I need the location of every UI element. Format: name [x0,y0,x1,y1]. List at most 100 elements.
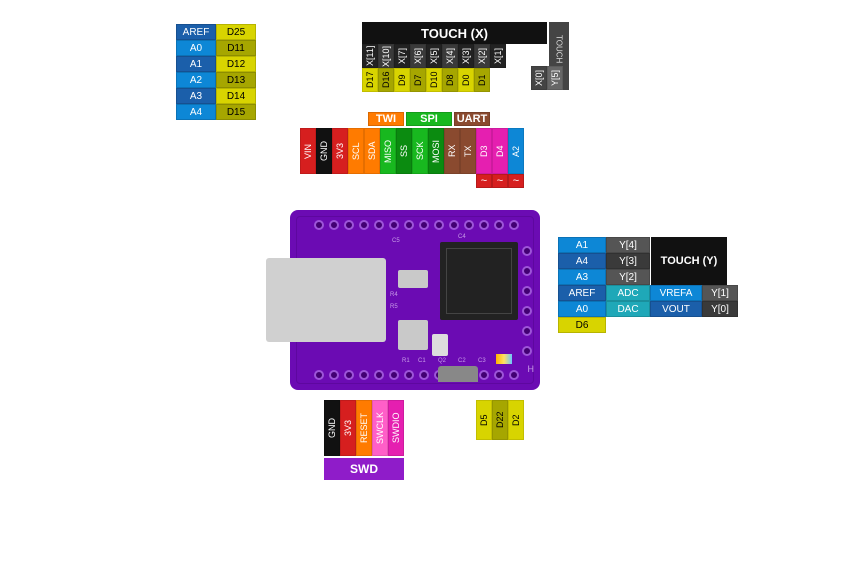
tx-bot-1: D16 [378,68,394,92]
r-a0: A0 [558,301,606,317]
r-y-0: Y[4] [606,237,650,253]
r-y0: Y[0] [702,301,738,317]
tl-r-4: D14 [216,88,256,104]
mcu-chip [440,242,518,320]
ts-3: SCL [348,128,364,174]
touchy-title: TOUCH (Y) [651,237,727,285]
tx-top-5: X[4] [442,44,458,68]
tx-top-7: X[2] [474,44,490,68]
br-1: D22 [492,400,508,440]
lbl-c2: C2 [458,358,466,364]
ts-9: RX [444,128,460,174]
r-adc: ADC [606,285,650,301]
micro-usb [438,366,478,382]
tx-top-3: X[6] [410,44,426,68]
top-strip: VINGND3V3SCLSDAMISOSSSCKMOSIRXTXD3~D4~A2… [300,128,524,188]
ts-5: MISO [380,128,396,174]
ts-0: VIN [300,128,316,174]
ts-6: SS [396,128,412,174]
ts-7: SCK [412,128,428,174]
swd-1: 3V3 [340,400,356,456]
r-d6: D6 [558,317,606,333]
lbl-h: H [528,364,535,374]
hdr-0: TWI [368,112,404,126]
ts-12: D4 [492,128,508,174]
bottom-right-pins: D5D22D2 [476,400,524,440]
hdr-1: SPI [406,112,452,126]
swd-label: SWD [324,458,404,480]
rgb-led [496,354,512,364]
tx-top-0: X[11] [362,44,378,68]
ts-2: 3V3 [332,128,348,174]
r-y-1: Y[3] [606,253,650,269]
tx-bot-6: D0 [458,68,474,92]
tl-l-0: AREF [176,24,216,40]
lbl-c3: C3 [478,358,486,364]
tx-bot-2: D9 [394,68,410,92]
tx-top-6: X[3] [458,44,474,68]
tx-ext-1: Y[5] [547,66,563,90]
lbl-c5: C5 [392,238,400,244]
lbl-c4: C4 [458,234,466,240]
tx-bot-7: D1 [474,68,490,92]
r-dac: DAC [606,301,650,317]
tx-top-2: X[7] [394,44,410,68]
tx-bot-3: D7 [410,68,426,92]
swd-0: GND [324,400,340,456]
r-a-2: A3 [558,269,606,285]
small-ic-1 [398,320,428,350]
tl-l-4: A3 [176,88,216,104]
r-a-1: A4 [558,253,606,269]
tl-r-5: D15 [216,104,256,120]
lbl-c1: C1 [418,358,426,364]
touchx-row2: D17D16D9D7D10D8D0D1 [362,68,490,92]
r-vrefa: VREFA [650,285,702,301]
r-aref: AREF [558,285,606,301]
tx-top-1: X[10] [378,44,394,68]
tx-top-8: X[1] [490,44,506,68]
tl-l-1: A0 [176,40,216,56]
small-ic-2 [398,270,428,288]
swd-2: RESET [356,400,372,456]
ts-11: D3 [476,128,492,174]
lbl-r1: R1 [402,358,410,364]
br-2: D2 [508,400,524,440]
tl-l-3: A2 [176,72,216,88]
tl-r-1: D11 [216,40,256,56]
ts-10: TX [460,128,476,174]
tl-l-5: A4 [176,104,216,120]
r-vout: VOUT [650,301,702,317]
r-y-2: Y[2] [606,269,650,285]
ts-13: A2 [508,128,524,174]
r-y1: Y[1] [702,285,738,301]
ts-4: SDA [364,128,380,174]
small-ic-3 [432,334,448,356]
tl-l-2: A1 [176,56,216,72]
lbl-q2: Q2 [438,358,446,364]
swd-3: SWCLK [372,400,388,456]
tx-bot-4: D10 [426,68,442,92]
br-0: D5 [476,400,492,440]
usb-connector [266,258,386,342]
hdr-labels: TWISPIUART [368,112,490,126]
touchx-row1: X[11]X[10]X[7]X[6]X[5]X[4]X[3]X[2]X[1] [362,44,506,68]
touchx-row-ext: X[0]Y[5] [531,66,563,90]
ts-tilde-13: ~ [508,174,524,188]
swd-4: SWDIO [388,400,404,456]
tx-top-4: X[5] [426,44,442,68]
touchx-title: TOUCH (X) [362,22,547,44]
tl-r-2: D12 [216,56,256,72]
topleft-table: AREFD25A0D11A1D12A2D13A3D14A4D15 [176,24,256,120]
swd-pins: GND3V3RESETSWCLKSWDIO [324,400,404,456]
tx-ext-0: X[0] [531,66,547,90]
ts-8: MOSI [428,128,444,174]
tl-r-0: D25 [216,24,256,40]
tx-bot-5: D8 [442,68,458,92]
hdr-2: UART [454,112,490,126]
tl-r-3: D13 [216,72,256,88]
r-a-0: A1 [558,237,606,253]
ts-1: GND [316,128,332,174]
tx-bot-0: D17 [362,68,378,92]
ts-tilde-12: ~ [492,174,508,188]
ts-tilde-11: ~ [476,174,492,188]
